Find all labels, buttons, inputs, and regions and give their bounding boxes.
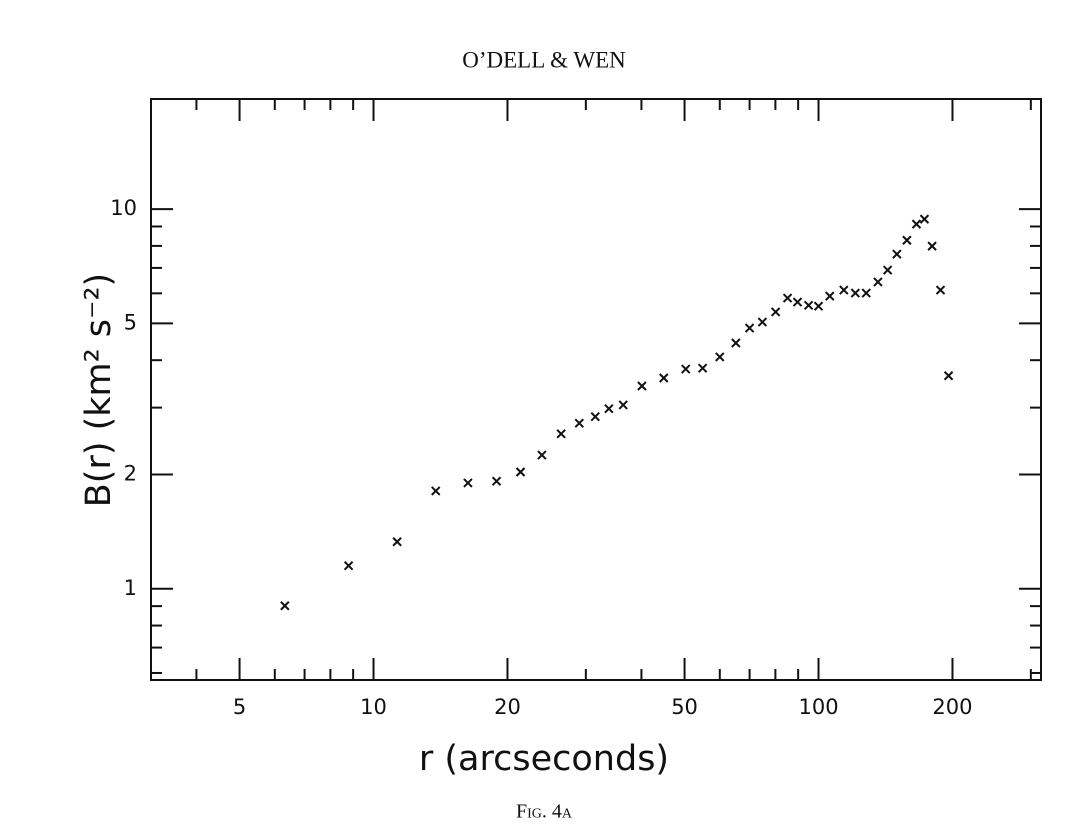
x-tick-label: 200	[932, 695, 972, 719]
data-point	[697, 363, 708, 373]
data-point	[935, 285, 946, 295]
data-point	[803, 300, 814, 311]
data-point	[515, 467, 526, 477]
y-tick-label: 10	[110, 196, 137, 220]
data-point	[431, 486, 441, 496]
data-point	[392, 537, 402, 547]
data-point	[637, 381, 647, 391]
data-point	[659, 373, 669, 383]
running-header: O’DELL & WEN	[462, 47, 626, 72]
data-point	[715, 352, 725, 362]
data-point	[782, 293, 793, 303]
figure-caption: Fig. 4a	[516, 801, 573, 823]
data-point	[618, 400, 628, 410]
data-point	[731, 338, 741, 348]
data-point	[556, 429, 566, 439]
x-tick-label: 50	[671, 695, 698, 719]
data-point	[537, 450, 547, 460]
data-point	[911, 219, 922, 229]
x-tick-label: 10	[360, 695, 387, 719]
data-point	[343, 561, 354, 571]
data-point	[744, 323, 755, 333]
data-point	[927, 241, 937, 251]
data-point	[792, 297, 803, 307]
y-tick-label: 5	[124, 310, 137, 334]
x-axis-label: r (arcseconds)	[419, 739, 669, 779]
data-point	[882, 265, 893, 275]
data-point	[491, 476, 502, 486]
data-point	[839, 285, 849, 295]
data-point	[873, 277, 883, 287]
data-point	[943, 371, 954, 381]
x-tick-label: 100	[798, 695, 838, 719]
data-point	[574, 418, 584, 428]
data-point	[280, 601, 290, 611]
x-tick-label: 5	[233, 695, 246, 719]
plot-frame	[150, 98, 1042, 681]
data-point	[919, 214, 930, 224]
data-point	[813, 301, 824, 311]
x-tick-label: 20	[494, 695, 521, 719]
data-point	[892, 249, 902, 259]
y-tick-label: 2	[124, 461, 137, 485]
data-point	[590, 411, 600, 422]
data-point	[757, 317, 768, 327]
data-point	[850, 288, 861, 298]
y-tick-label: 1	[124, 576, 137, 600]
data-point	[770, 307, 781, 317]
data-point	[861, 288, 871, 298]
data-point	[681, 364, 691, 374]
data-point	[463, 478, 473, 488]
data-point	[902, 235, 912, 245]
y-axis-label: B(r) (km² s⁻²)	[79, 273, 119, 507]
data-point	[825, 291, 835, 301]
data-point	[604, 404, 614, 414]
